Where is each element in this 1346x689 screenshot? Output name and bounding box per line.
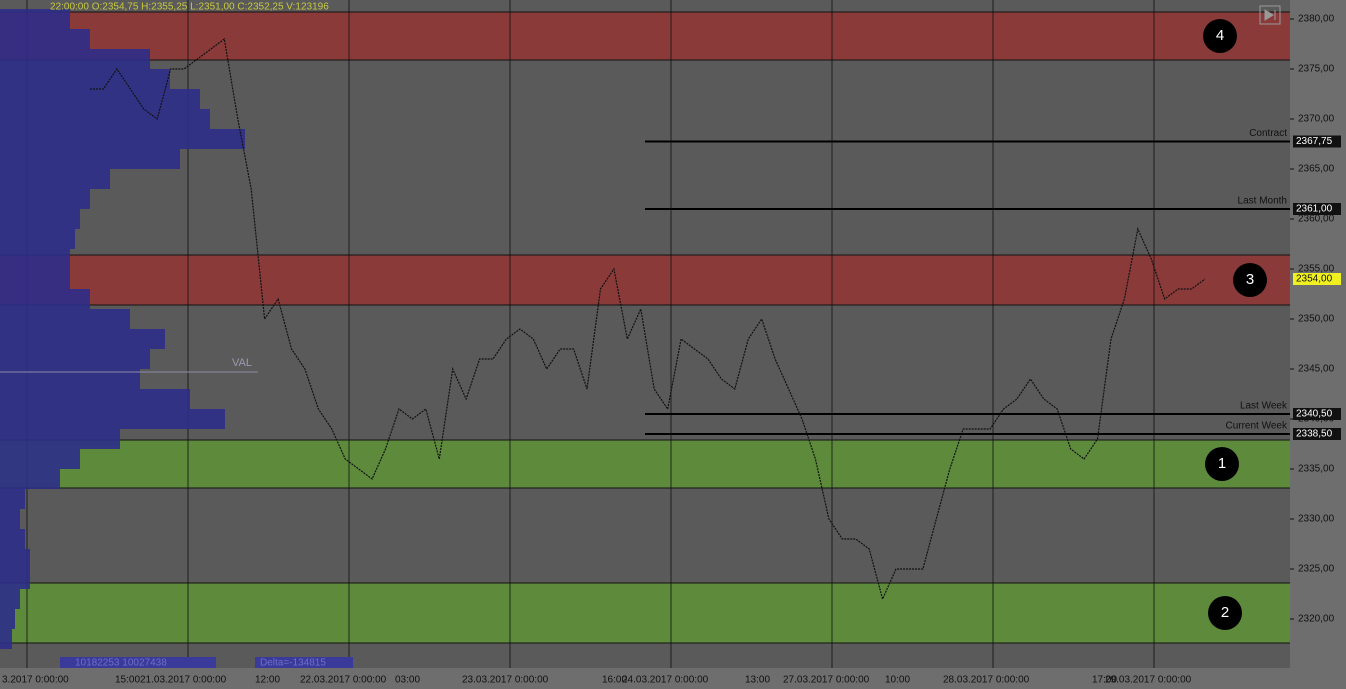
time-axis [0, 668, 1290, 689]
x-tick-label: 03:00 [395, 675, 420, 686]
zone-badge [1203, 19, 1237, 53]
x-tick-label: 27.03.2017 0:00:00 [783, 675, 870, 686]
y-tick-label: 2325,00 [1298, 564, 1335, 575]
footer-volumes: 10182253 10027438 [75, 658, 167, 669]
profile-bar [0, 569, 30, 589]
profile-bar [0, 229, 75, 249]
x-tick-label: 23.03.2017 0:00:00 [462, 675, 549, 686]
y-tick-label: 2350,00 [1298, 314, 1335, 325]
profile-bar [0, 469, 60, 489]
profile-bar [0, 409, 225, 429]
scroll-button[interactable] [1259, 5, 1281, 25]
x-tick-label: 24.03.2017 0:00:00 [622, 675, 709, 686]
zone-badge [1205, 447, 1239, 481]
level-tag [1293, 408, 1341, 420]
x-tick-label: 28.03.2017 0:00:00 [943, 675, 1030, 686]
profile-bar [0, 369, 140, 389]
profile-bar [0, 509, 20, 529]
y-tick-label: 2335,00 [1298, 464, 1335, 475]
profile-bar [0, 589, 20, 609]
profile-bar [0, 389, 190, 409]
profile-bar [0, 209, 80, 229]
footer-delta: Delta=-134815 [260, 658, 326, 669]
level-name: Last Month [1238, 196, 1287, 207]
level-tag [1293, 203, 1341, 215]
zone-label: 3 [1246, 271, 1254, 288]
profile-bar [0, 249, 70, 269]
y-tick-label: 2365,00 [1298, 164, 1335, 175]
x-tick-label: 22.03.2017 0:00:00 [300, 675, 387, 686]
zone [0, 12, 1290, 60]
y-tick-label: 2370,00 [1298, 114, 1335, 125]
x-tick-label: 3.2017 0:00:00 [2, 675, 69, 686]
scroll-icon [1264, 9, 1276, 21]
level-name: Current Week [1225, 421, 1288, 432]
footer-bar [255, 657, 353, 668]
level-value: 2340,50 [1296, 409, 1333, 420]
x-tick-label: 21.03.2017 0:00:00 [140, 675, 227, 686]
y-tick-label: 2380,00 [1298, 14, 1335, 25]
profile-bar [0, 529, 25, 549]
y-tick-label: 2345,00 [1298, 364, 1335, 375]
profile-bar [0, 129, 245, 149]
zone [0, 440, 1290, 488]
profile-bar [0, 9, 70, 29]
profile-bar [0, 609, 15, 629]
profile-bar [0, 309, 130, 329]
zone [0, 583, 1290, 643]
x-tick-label: 16:00 [602, 675, 627, 686]
level-name: Last Week [1240, 401, 1288, 412]
x-tick-label: 13:00 [745, 675, 770, 686]
profile-bar [0, 429, 120, 449]
zone [0, 255, 1290, 305]
profile-bar [0, 449, 80, 469]
price-line [90, 37, 1206, 601]
price-axis [1290, 0, 1346, 689]
x-tick-label: 12:00 [255, 675, 280, 686]
profile-bar [0, 49, 150, 69]
header: 22:00:00 O:2354,75 H:2355,25 L:2351,00 C… [50, 2, 329, 13]
profile-bar [0, 329, 165, 349]
profile-bar [0, 89, 200, 109]
profile-bar [0, 169, 110, 189]
level-value: 2338,50 [1296, 429, 1333, 440]
zone-badge [1208, 596, 1242, 630]
y-tick-label: 2320,00 [1298, 614, 1335, 625]
level-tag [1293, 428, 1341, 440]
footer-bar [60, 657, 216, 668]
val-label: VAL [232, 357, 252, 369]
profile-bar [0, 269, 70, 289]
profile-bar [0, 109, 210, 129]
profile-bar [0, 549, 30, 569]
level-tag [1293, 135, 1341, 148]
x-tick-label: 15:00 [115, 675, 140, 686]
price-tag-label: 2354,00 [1296, 274, 1333, 285]
y-tick-label: 2330,00 [1298, 514, 1335, 525]
y-tick-label: 2360,00 [1298, 214, 1335, 225]
zone-label: 2 [1221, 604, 1229, 621]
profile-bar [0, 69, 170, 89]
x-tick-label: 10:00 [885, 675, 910, 686]
price-tag [1293, 273, 1341, 285]
y-tick-label: 2355,00 [1298, 264, 1335, 275]
x-tick-label: 17:00 [1092, 675, 1117, 686]
y-tick-label: 2375,00 [1298, 64, 1335, 75]
zone-label: 1 [1218, 455, 1226, 472]
zone-label: 4 [1216, 27, 1224, 44]
zone-badge [1233, 263, 1267, 297]
profile-bar [0, 149, 180, 169]
level-name: Contract [1249, 128, 1287, 139]
level-value: 2367,75 [1296, 136, 1333, 147]
profile-bar [0, 629, 12, 649]
profile-bar [0, 189, 90, 209]
profile-bar [0, 29, 90, 49]
x-tick-label: 29.03.2017 0:00:00 [1105, 675, 1192, 686]
profile-bar [0, 349, 150, 369]
profile-bar [0, 489, 25, 509]
level-value: 2361,00 [1296, 204, 1333, 215]
profile-bar [0, 289, 90, 309]
